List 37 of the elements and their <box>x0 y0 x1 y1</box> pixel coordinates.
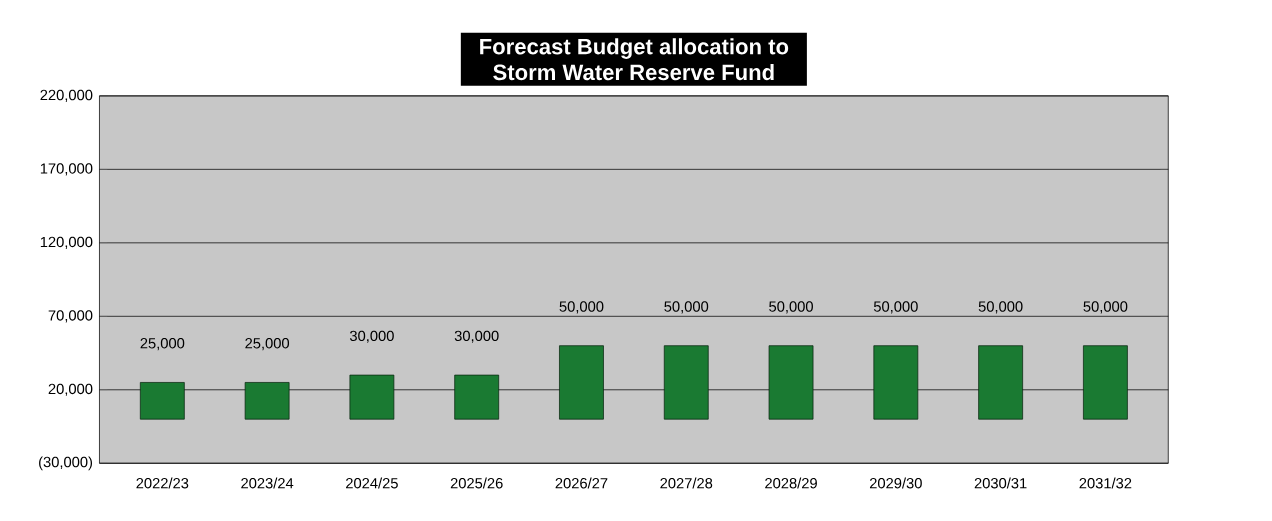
y-tick-label: (30,000) <box>39 456 93 471</box>
data-label: 30,000 <box>454 330 499 343</box>
y-tick-label: 20,000 <box>48 383 93 396</box>
y-tick-label: 170,000 <box>40 163 93 176</box>
x-tick-label: 2027/28 <box>660 477 713 489</box>
data-label: 25,000 <box>245 338 290 351</box>
chart-title: Forecast Budget allocation to Storm Water Reserve Fund <box>480 38 789 81</box>
data-label: 50,000 <box>559 301 604 314</box>
y-tick-label: 120,000 <box>40 236 93 249</box>
data-label: 25,000 <box>140 338 185 351</box>
bar <box>1083 345 1128 420</box>
x-tick-label: 2022/23 <box>136 477 189 489</box>
data-label: 50,000 <box>664 301 709 314</box>
data-label: 50,000 <box>873 301 918 314</box>
x-tick-label: 2031/32 <box>1079 477 1132 489</box>
bar <box>349 374 395 420</box>
bar <box>873 345 919 420</box>
bar <box>454 374 500 420</box>
bar <box>559 345 604 420</box>
bar <box>978 345 1023 420</box>
x-tick-label: 2024/25 <box>346 477 398 489</box>
data-label: 50,000 <box>978 301 1023 314</box>
bar <box>139 382 185 420</box>
x-tick-label: 2023/24 <box>241 477 294 489</box>
bar <box>768 345 814 420</box>
x-tick-label: 2030/31 <box>974 477 1027 489</box>
data-label: 50,000 <box>769 301 813 314</box>
x-tick-label: 2028/29 <box>765 477 817 489</box>
data-label: 50,000 <box>1083 301 1128 314</box>
y-tick-label: 70,000 <box>48 310 93 323</box>
bar <box>244 382 290 420</box>
y-tick-label: 220,000 <box>40 89 93 103</box>
bar <box>663 345 709 420</box>
x-tick-label: 2025/26 <box>450 477 503 489</box>
x-tick-label: 2029/30 <box>869 477 922 489</box>
x-tick-label: 2026/27 <box>555 477 608 489</box>
data-label: 30,000 <box>349 330 394 343</box>
